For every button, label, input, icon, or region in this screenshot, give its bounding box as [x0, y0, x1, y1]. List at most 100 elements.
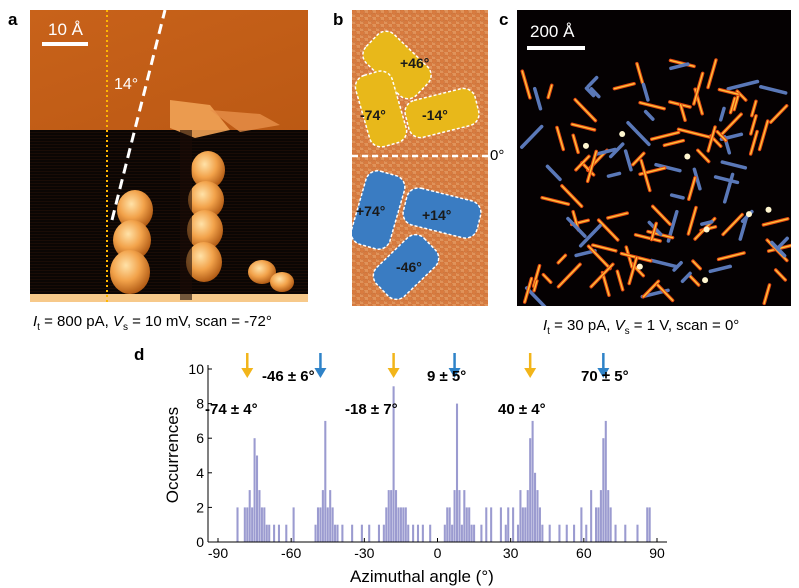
arrowhead-blue: [314, 368, 327, 378]
histogram-bar: [470, 524, 473, 542]
histogram-bar: [360, 524, 363, 542]
histogram-bar: [473, 524, 476, 542]
histogram-bar: [395, 490, 398, 542]
histogram-bar: [451, 524, 454, 542]
histogram-bar: [243, 507, 246, 542]
histogram-bar: [529, 438, 532, 542]
histogram-bar: [316, 507, 320, 542]
caption-c: It = 30 pA, Vs = 1 V, scan = 0°: [543, 317, 740, 337]
histogram-bar: [263, 507, 266, 542]
label-blue-plus74: +74°: [356, 203, 385, 219]
histogram-bar: [624, 524, 627, 542]
y-tick-label: 0: [196, 534, 204, 550]
histogram-bar: [565, 524, 568, 542]
histogram-bar: [251, 507, 254, 542]
histogram-bar: [421, 524, 424, 542]
x-axis-label: Azimuthal angle (°): [350, 567, 494, 586]
histogram-bar: [507, 507, 510, 542]
scale-bar-c: [527, 46, 585, 50]
histogram-bar: [534, 472, 537, 542]
peak-annotation: 70 ± 5°: [581, 368, 629, 385]
histogram-bar: [351, 524, 354, 542]
histogram-bar: [268, 524, 271, 542]
scale-text-a: 10 Å: [48, 20, 83, 39]
histogram-bar: [319, 507, 322, 542]
histogram-bar: [392, 386, 395, 542]
panel-label-d: d: [134, 345, 145, 364]
x-tick-label: 90: [649, 545, 665, 561]
y-tick-label: 8: [196, 396, 204, 412]
histogram-bar: [321, 490, 324, 542]
angle-label-a: 14°: [114, 76, 139, 93]
label-yellow-plus46: +46°: [400, 55, 429, 71]
y-tick-label: 2: [196, 499, 204, 515]
scale-text-c: 200 Å: [530, 22, 575, 41]
histogram-bar: [265, 524, 268, 542]
histogram-bar: [292, 507, 295, 542]
histogram-bar: [246, 507, 249, 542]
label-blue-plus14: +14°: [422, 207, 451, 223]
x-tick-label: 60: [576, 545, 592, 561]
histogram-bar: [446, 507, 449, 542]
histogram-bar: [334, 524, 337, 542]
panel-label-c: c: [499, 10, 509, 29]
histogram-bar: [648, 507, 651, 542]
x-tick-label: -30: [354, 545, 374, 561]
histogram-bar: [590, 490, 593, 542]
histogram-bar: [236, 507, 239, 542]
histogram-bar: [614, 524, 617, 542]
peak-annotation: -46 ± 6°: [262, 368, 315, 385]
histogram-bar: [368, 524, 371, 542]
histogram-bar: [285, 524, 288, 542]
histogram-bar: [385, 507, 388, 542]
arrowhead-blue: [448, 368, 461, 378]
y-tick-label: 10: [188, 361, 204, 377]
angle-reference-line: [110, 10, 167, 221]
histogram-bar: [331, 507, 334, 542]
label-yellow-minus74: -74°: [360, 107, 386, 123]
peak-annotation: 9 ± 5°: [427, 368, 466, 385]
histogram-bar: [336, 524, 339, 542]
histogram-bar: [599, 490, 602, 542]
histogram-bar: [468, 507, 471, 542]
histogram-bar: [324, 420, 327, 542]
y-tick-label: 6: [196, 430, 204, 446]
histogram-bar: [485, 507, 488, 542]
histogram-bar: [604, 420, 607, 542]
histogram-bar: [326, 507, 329, 542]
histogram-bar: [416, 524, 420, 542]
histogram-bar: [402, 507, 405, 542]
panel-label-b: b: [333, 10, 344, 29]
histogram-bar: [580, 507, 583, 542]
histogram-bar: [531, 420, 534, 542]
histogram-bar: [516, 524, 520, 542]
histogram-bar: [526, 490, 529, 542]
label-yellow-minus14: -14°: [422, 107, 448, 123]
histogram-bar: [382, 524, 385, 542]
x-tick-label: -90: [208, 545, 228, 561]
histogram-bar: [248, 490, 251, 542]
y-tick-label: 4: [196, 465, 204, 481]
histogram-bar: [260, 507, 263, 542]
histogram-bar: [519, 490, 522, 542]
histogram-bar: [443, 524, 446, 542]
histogram-bar: [536, 490, 539, 542]
histogram-bar: [636, 524, 639, 542]
x-tick-label: -60: [281, 545, 301, 561]
peak-annotation: 40 ± 4°: [498, 401, 546, 418]
schematic-b: +46° -74° -14° +74° +14° -46°: [352, 10, 488, 306]
histogram-bar: [412, 524, 415, 542]
schematic-b-graphic: +46° -74° -14° +74° +14° -46°: [352, 10, 488, 306]
histogram-bar: [512, 507, 515, 542]
histogram-bar: [273, 524, 276, 542]
histogram-bar: [480, 524, 483, 542]
stm-image-c-graphic: [520, 58, 791, 306]
caption-a: It = 800 pA, Vs = 10 mV, scan = -72°: [33, 313, 272, 333]
histogram-bar: [548, 524, 551, 542]
histogram-bar: [602, 438, 605, 542]
peak-annotation: -18 ± 7°: [345, 401, 398, 418]
histogram-bar: [594, 507, 598, 542]
histogram-bar: [429, 524, 432, 542]
zero-degree-label: 0°: [490, 147, 505, 164]
histogram-bar: [314, 524, 317, 542]
